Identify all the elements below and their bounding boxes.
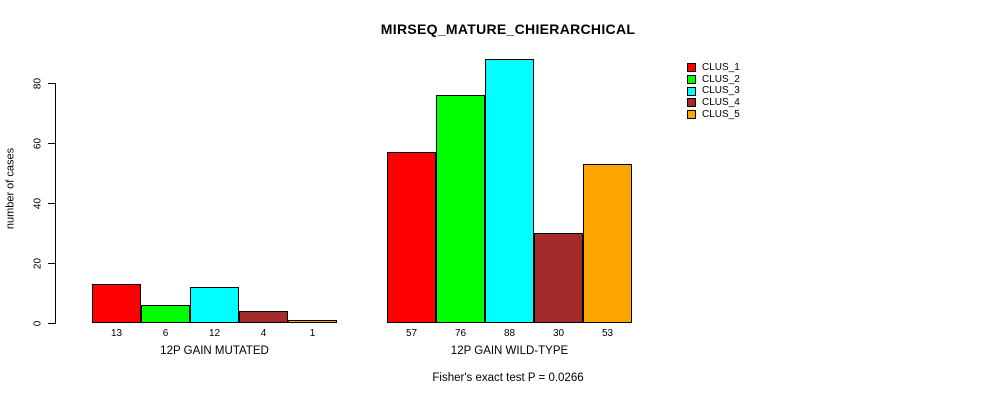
bar-value-label: 30 bbox=[552, 328, 565, 339]
legend-swatch-icon bbox=[687, 75, 696, 85]
y-axis-tick-label: 40 bbox=[32, 197, 44, 210]
legend-swatch-icon bbox=[687, 110, 696, 120]
bar-clus_5 bbox=[583, 164, 632, 323]
bar-clus_5 bbox=[288, 320, 337, 323]
caption-pvalue: Fisher's exact test P = 0.0266 bbox=[432, 372, 584, 384]
bar-clus_3 bbox=[485, 59, 534, 323]
y-axis-tick bbox=[48, 83, 55, 84]
y-axis-line bbox=[55, 83, 56, 324]
bar-clus_4 bbox=[534, 233, 583, 323]
bar-value-label: 88 bbox=[503, 328, 516, 339]
bar-clus_3 bbox=[190, 287, 239, 323]
legend-label: CLUS_3 bbox=[702, 85, 740, 97]
bar-clus_4 bbox=[239, 311, 288, 323]
x-group-label: 12P GAIN MUTATED bbox=[160, 345, 269, 357]
y-axis-tick-label: 60 bbox=[32, 137, 44, 150]
bar-value-label: 13 bbox=[110, 328, 123, 339]
y-axis-tick-label: 20 bbox=[32, 257, 44, 270]
bar-clus_1 bbox=[387, 152, 436, 323]
y-axis-tick-label: 80 bbox=[32, 77, 44, 90]
y-axis-label: number of cases bbox=[4, 147, 17, 230]
x-group-label: 12P GAIN WILD-TYPE bbox=[450, 345, 569, 357]
legend-label: CLUS_1 bbox=[702, 61, 740, 73]
legend-label: CLUS_2 bbox=[702, 73, 740, 85]
legend-row: CLUS_1 bbox=[687, 62, 740, 74]
legend-row: CLUS_2 bbox=[687, 74, 740, 86]
bar-value-label: 12 bbox=[208, 328, 221, 339]
legend-swatch-icon bbox=[687, 86, 696, 96]
legend-swatch-icon bbox=[687, 63, 696, 73]
legend-swatch-icon bbox=[687, 98, 696, 108]
y-axis-tick bbox=[48, 263, 55, 264]
y-axis-tick bbox=[48, 143, 55, 144]
legend-label: CLUS_4 bbox=[702, 96, 740, 108]
bar-value-label: 57 bbox=[405, 328, 418, 339]
bar-value-label: 53 bbox=[601, 328, 614, 339]
bar-value-label: 6 bbox=[162, 328, 169, 339]
legend-row: CLUS_5 bbox=[687, 109, 740, 121]
bar-clus_2 bbox=[141, 305, 190, 323]
y-axis-tick-label: 0 bbox=[32, 320, 44, 327]
chart-title: MIRSEQ_MATURE_CHIERARCHICAL bbox=[380, 21, 636, 37]
y-axis-tick bbox=[48, 323, 55, 324]
bar-value-label: 4 bbox=[260, 328, 267, 339]
y-axis-tick bbox=[48, 203, 55, 204]
legend-label: CLUS_5 bbox=[702, 108, 740, 120]
bar-value-label: 76 bbox=[454, 328, 467, 339]
bar-clus_2 bbox=[436, 95, 485, 323]
bar-clus_1 bbox=[92, 284, 141, 323]
bar-value-label: 1 bbox=[309, 328, 316, 339]
legend-row: CLUS_4 bbox=[687, 97, 740, 109]
legend-row: CLUS_3 bbox=[687, 85, 740, 97]
legend: CLUS_1 CLUS_2 CLUS_3 CLUS_4 CLUS_5 bbox=[687, 62, 740, 120]
